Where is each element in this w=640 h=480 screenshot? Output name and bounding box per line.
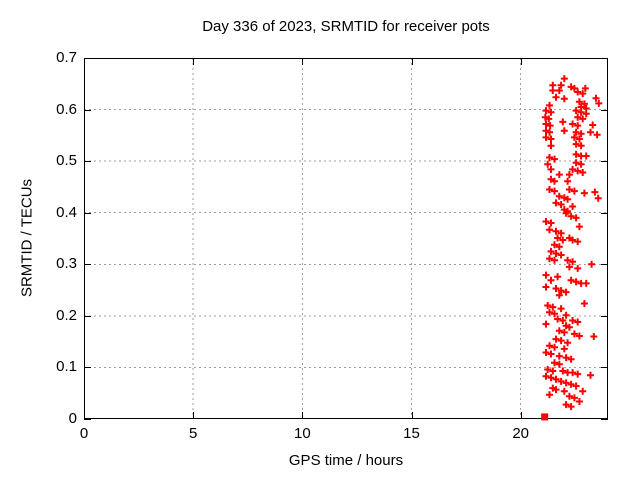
x-tick-label: 5 [188, 425, 198, 442]
y-tick-label: 0.7 [56, 49, 77, 66]
plot-area [84, 58, 608, 421]
x-tick-label: 0 [79, 425, 89, 442]
x-tick-label: 10 [293, 425, 311, 442]
scatter-points [541, 75, 603, 411]
y-tick-label: 0.3 [56, 255, 77, 273]
x-axis-title: GPS time / hours [288, 452, 404, 469]
x-tick-label: 15 [403, 425, 420, 442]
start-marker-square [541, 413, 549, 421]
y-tick-label: 0.2 [56, 306, 77, 324]
axis-ticks [84, 58, 608, 420]
chart-title: Day 336 of 2023, SRMTID for receiver pot… [202, 18, 490, 35]
y-tick-label: 0.6 [56, 100, 77, 118]
y-tick-label: 0.1 [56, 358, 77, 376]
gridlines [84, 58, 608, 419]
y-tick-label: 0.4 [56, 203, 77, 221]
y-tick-label: 0 [68, 410, 77, 427]
y-tick-label: 0.5 [56, 152, 77, 170]
x-tick-label: 20 [512, 425, 529, 442]
plot-border [84, 58, 608, 419]
y-axis-title: SRMTID / TECUs [18, 178, 36, 298]
